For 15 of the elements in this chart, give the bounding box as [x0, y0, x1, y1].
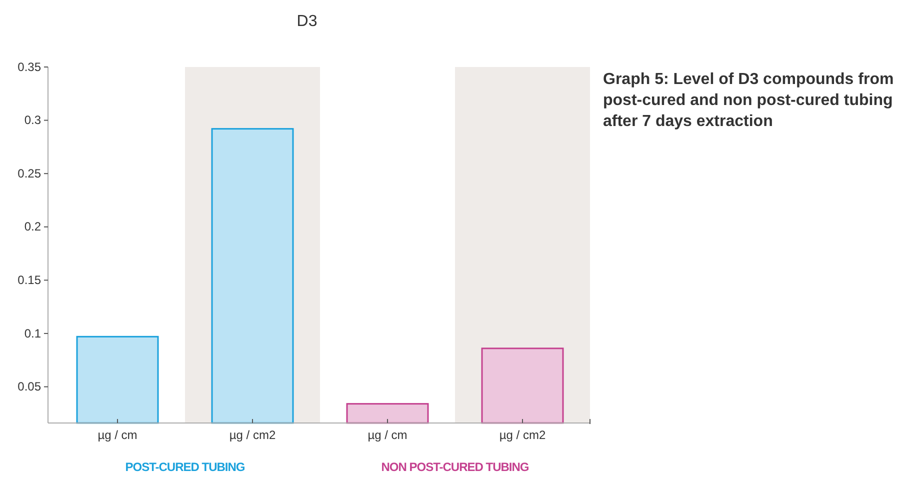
x-tick-label: µg / cm — [368, 428, 408, 442]
y-tick-label: 0.05 — [18, 380, 42, 394]
x-tick-label: µg / cm2 — [499, 428, 546, 442]
caption: Graph 5: Level of D3 compounds from post-cured and non post-cured tubing after 7 days extraction — [603, 71, 894, 130]
text: POST-CURED TUBING — [125, 460, 245, 474]
y-tick-label: 0.2 — [24, 220, 42, 234]
text: NON POST-CURED TUBING — [381, 460, 529, 474]
y-tick-label: 0.3 — [24, 113, 42, 128]
chart-title: D3 — [296, 13, 318, 30]
y-tick-label: 0.15 — [18, 273, 42, 288]
x-tick-label: µg / cm — [98, 428, 138, 442]
x-tick-label: µg / cm2 — [229, 428, 276, 442]
y-tick-label: 0.1 — [24, 326, 42, 340]
y-tick-label: 0.35 — [18, 60, 42, 74]
y-tick-label: 0.25 — [18, 166, 42, 180]
